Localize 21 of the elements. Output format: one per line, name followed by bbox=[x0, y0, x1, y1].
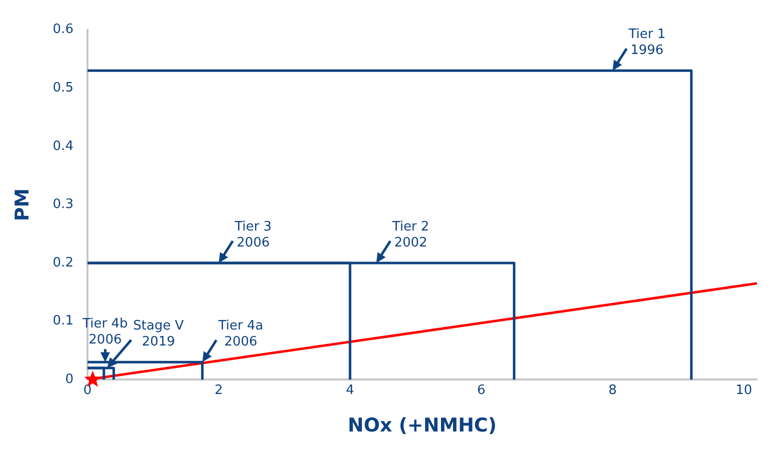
y-tick-label: 0.5 bbox=[52, 80, 74, 96]
annotation: Tier 2 2002 bbox=[391, 219, 430, 250]
x-tick-label: 4 bbox=[346, 382, 354, 398]
x-tick-label: 2 bbox=[214, 382, 223, 398]
annotation: Tier 4a 2006 bbox=[217, 318, 264, 350]
x-tick-label: 10 bbox=[736, 382, 752, 398]
x-tick-label: 0 bbox=[83, 382, 92, 398]
y-tick-label: 0.2 bbox=[52, 255, 74, 270]
y-tick-label: 0.6 bbox=[52, 22, 74, 38]
annotation: Stage V 2019 bbox=[133, 318, 184, 350]
x-tick-label: 6 bbox=[477, 382, 486, 398]
annotation: Tier 1 1996 bbox=[628, 26, 666, 58]
x-axis-title: NOx (+NMHC) bbox=[348, 414, 497, 437]
y-tick-label: 0.3 bbox=[52, 197, 74, 212]
x-tick-label: 8 bbox=[608, 382, 617, 398]
y-axis-title: PM bbox=[11, 188, 34, 222]
y-tick-label: 0 bbox=[65, 372, 74, 387]
y-tick-label: 0.1 bbox=[52, 314, 74, 329]
annotation: Tier 4b 2006 bbox=[82, 316, 128, 348]
y-tick-label: 0.4 bbox=[52, 138, 74, 154]
annotation: Tier 3 2006 bbox=[234, 219, 272, 250]
